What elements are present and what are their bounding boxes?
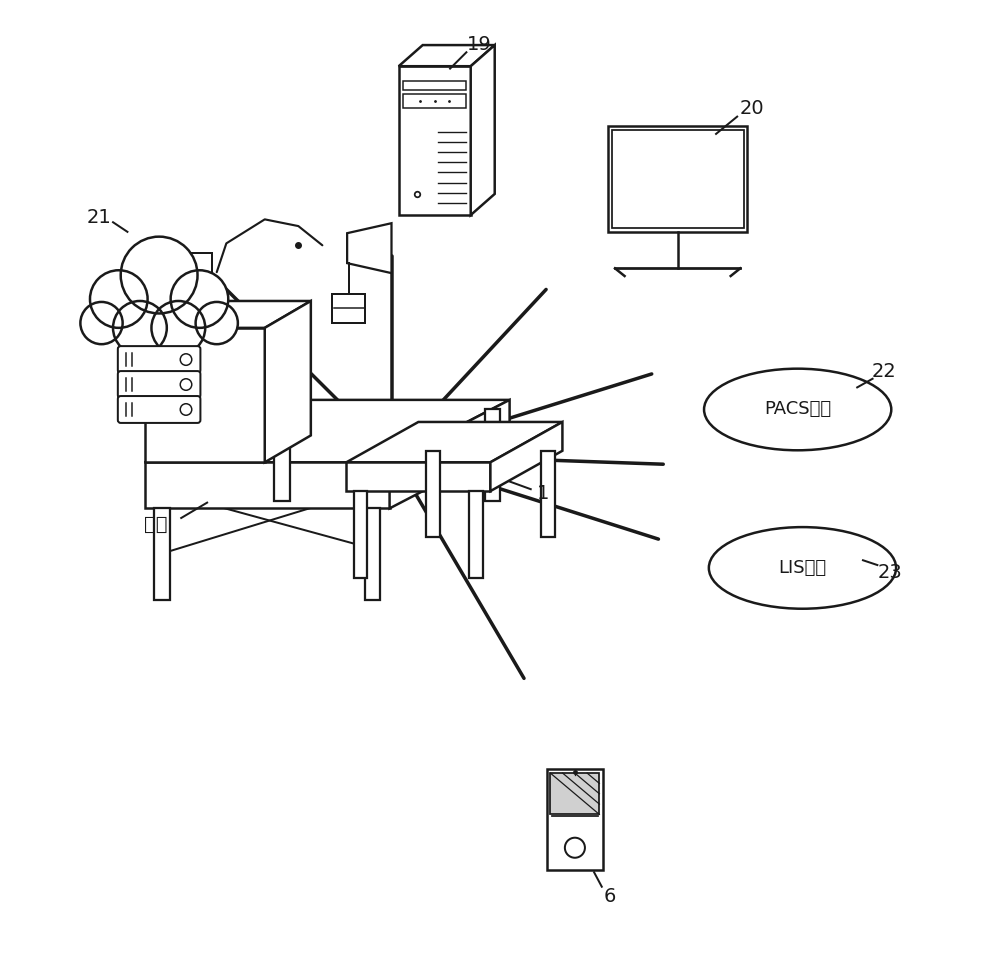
Text: LIS系统: LIS系统 [778, 559, 827, 577]
Ellipse shape [709, 527, 896, 609]
FancyBboxPatch shape [118, 396, 200, 423]
FancyBboxPatch shape [118, 346, 200, 373]
Text: 22: 22 [872, 361, 896, 380]
Polygon shape [162, 253, 212, 301]
Polygon shape [347, 223, 391, 273]
Polygon shape [471, 45, 495, 215]
Polygon shape [426, 451, 440, 537]
Text: PACS系统: PACS系统 [764, 401, 831, 419]
Polygon shape [390, 400, 510, 508]
Circle shape [196, 302, 238, 344]
Polygon shape [346, 422, 562, 462]
Circle shape [151, 301, 205, 354]
FancyBboxPatch shape [118, 371, 200, 398]
Polygon shape [469, 491, 483, 578]
Polygon shape [332, 294, 365, 323]
Polygon shape [399, 45, 495, 66]
Polygon shape [608, 126, 747, 232]
Text: 23: 23 [877, 563, 902, 583]
Polygon shape [365, 508, 380, 600]
Polygon shape [346, 462, 490, 491]
Circle shape [113, 301, 167, 354]
Polygon shape [354, 491, 367, 578]
Text: 6: 6 [603, 887, 616, 906]
Circle shape [80, 302, 123, 344]
Text: 21: 21 [86, 208, 111, 227]
Text: 床位: 床位 [144, 515, 168, 534]
Polygon shape [145, 400, 510, 462]
Polygon shape [265, 301, 311, 462]
Polygon shape [547, 769, 603, 870]
Polygon shape [490, 422, 562, 491]
Polygon shape [399, 66, 471, 215]
Text: 19: 19 [467, 35, 491, 54]
Polygon shape [612, 130, 744, 228]
Polygon shape [403, 81, 466, 90]
Text: 1: 1 [537, 483, 549, 503]
Polygon shape [274, 409, 290, 501]
Circle shape [90, 271, 148, 327]
Polygon shape [550, 773, 599, 815]
Polygon shape [485, 409, 500, 501]
Polygon shape [403, 94, 466, 108]
Text: 20: 20 [739, 99, 764, 118]
Polygon shape [145, 462, 390, 508]
Circle shape [171, 271, 228, 327]
Ellipse shape [704, 369, 891, 451]
Circle shape [121, 237, 198, 314]
Polygon shape [154, 508, 170, 600]
Polygon shape [145, 301, 311, 327]
Polygon shape [145, 327, 265, 462]
Polygon shape [541, 451, 555, 537]
